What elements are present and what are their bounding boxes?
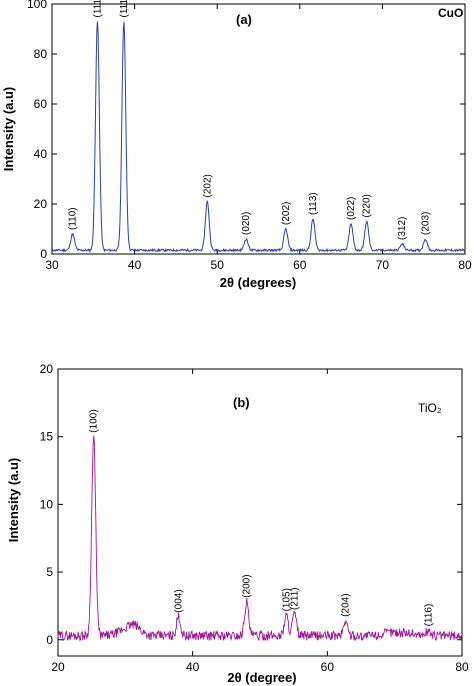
y-tick-label-b-1: 5	[46, 565, 53, 579]
peak-label-a-2: (111)	[119, 0, 130, 18]
peak-label-a-10: (203)	[420, 212, 431, 235]
peak-label-a-1: (111)	[92, 0, 103, 18]
y-tick-label-b-3: 15	[40, 430, 54, 444]
panel-label-b: (b)	[233, 395, 250, 410]
peak-label-b-2: (200)	[242, 574, 253, 597]
peak-label-a-8: (220)	[362, 194, 373, 217]
x-axis-title-a: 2θ (degrees)	[220, 275, 296, 290]
y-tick-label-a-0: 0	[40, 247, 47, 261]
x-tick-label-a-4: 70	[376, 258, 390, 272]
panel-label-a: (a)	[236, 12, 252, 27]
peak-label-b-4: (211)	[289, 587, 300, 610]
y-axis-title-a: Intensity (a.u)	[1, 87, 16, 172]
x-tick-label-a-0: 30	[45, 258, 59, 272]
peak-label-b-1: (004)	[174, 589, 185, 612]
peak-label-b-6: (116)	[423, 604, 434, 627]
y-tick-label-b-2: 10	[40, 497, 54, 511]
peak-label-b-0: (100)	[89, 409, 100, 432]
x-tick-label-b-1: 40	[186, 660, 200, 674]
material-label-cuo: CuO	[438, 6, 463, 20]
y-tick-label-a-4: 80	[34, 47, 48, 61]
y-axis-title-b: Intensity (a.u)	[6, 458, 21, 543]
peak-labels-b: (100) (004) (200) (105)(211) (204) (116)	[89, 409, 435, 626]
peak-label-a-3: (202)	[202, 174, 213, 197]
x-tick-label-a-1: 40	[128, 258, 142, 272]
cuo-panel: 30 40 50 60 70 80 0 20 40 60 80 100 (110) (111) (111)…	[1, 0, 472, 290]
x-tick-label-b-3: 80	[455, 660, 469, 674]
cuo-xrd-line	[51, 21, 466, 253]
tio2-xrd-line	[57, 435, 463, 642]
y-tick-label-a-3: 60	[34, 97, 48, 111]
peak-label-a-9: (312)	[397, 217, 408, 240]
y-tick-label-b-0: 0	[46, 633, 53, 647]
peak-label-a-0: (110)	[68, 207, 79, 230]
plot-frame-a	[51, 3, 466, 255]
x-tick-label-a-2: 50	[211, 258, 225, 272]
peak-label-a-6: (113)	[308, 192, 319, 215]
y-tick-label-a-2: 40	[34, 147, 48, 161]
tio2-panel: 20 40 60 80 0 5 10 15 20 (100) (004) (200) (105)(21…	[6, 362, 469, 685]
x-tick-label-a-5: 80	[458, 258, 472, 272]
peak-label-b-3: (105)	[281, 588, 292, 611]
peak-label-b-5: (204)	[341, 593, 352, 616]
y-tick-label-a-1: 20	[34, 197, 48, 211]
y-tick-label-b-4: 20	[40, 362, 54, 376]
x-axis-title-b: 2θ (degree)	[227, 670, 296, 685]
x-tick-label-b-0: 20	[51, 660, 65, 674]
x-tick-label-b-2: 60	[321, 660, 335, 674]
x-tick-label-a-3: 60	[293, 258, 307, 272]
material-label-tio2: TiO₂	[418, 401, 442, 415]
axis-ticks-a: 30 40 50 60 70 80 0 20 40 60 80 100	[27, 0, 472, 272]
peak-labels-a: (110) (111) (111) (202) (020) (202) (113) (022)…	[68, 0, 432, 240]
peak-label-a-5: (202)	[281, 202, 292, 225]
axis-ticks-b: 20 40 60 80 0 5 10 15 20	[40, 362, 469, 674]
peak-label-a-7: (022)	[346, 197, 357, 220]
y-tick-label-a-5: 100	[27, 0, 47, 11]
peak-label-a-4: (020)	[241, 212, 252, 235]
plot-frame-b	[57, 368, 463, 657]
